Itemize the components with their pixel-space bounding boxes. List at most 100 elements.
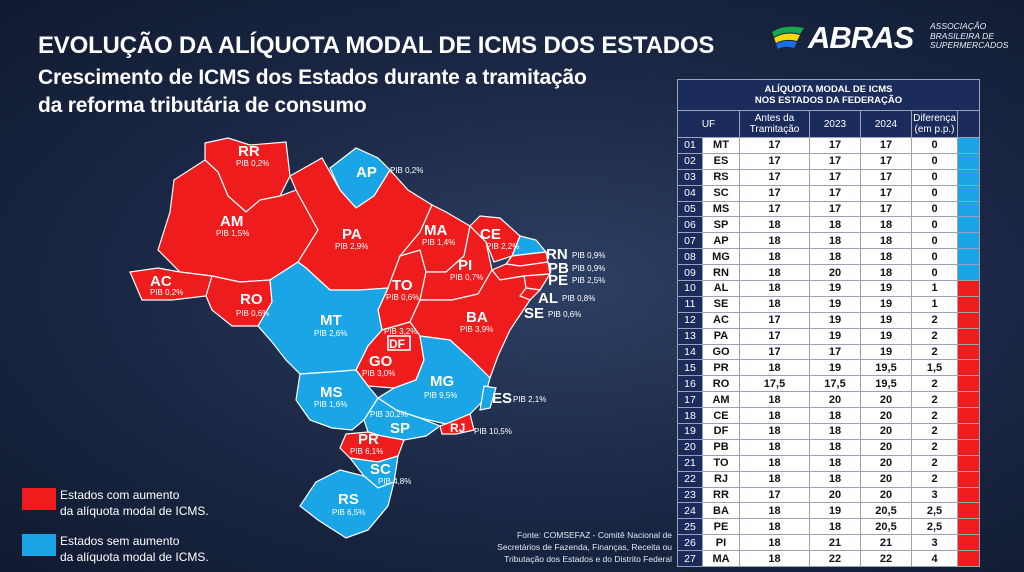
logo-sub-line: ASSOCIAÇÃO	[930, 21, 987, 31]
row-diff: 4	[911, 550, 958, 568]
table-row: 04 SC 17 17 17 0	[677, 184, 980, 202]
row-before: 17	[739, 168, 810, 186]
row-uf: AM	[702, 391, 740, 409]
row-status-bar	[957, 280, 980, 297]
row-2024: 17	[860, 184, 912, 202]
map-label-pib: PIB 3,0%	[362, 369, 395, 378]
row-2023: 19	[809, 502, 861, 520]
map-label-uf: RJ	[450, 421, 465, 435]
row-number: 27	[677, 550, 703, 568]
row-2024: 20	[860, 391, 912, 409]
row-2023: 18	[809, 216, 861, 234]
row-2023: 18	[809, 518, 861, 536]
source-line: Fonte: COMSEFAZ - Comitê Nacional de	[517, 530, 672, 540]
legend-label-no-increase: Estados sem aumento da alíquota modal de…	[60, 533, 209, 565]
map-label-pib: PIB 30,2%	[370, 410, 408, 419]
row-2024: 19	[860, 343, 912, 361]
row-uf: RN	[702, 264, 740, 282]
legend-line: da alíquota modal de ICMS.	[60, 504, 209, 518]
map-label-uf: PI	[458, 257, 472, 274]
row-status-bar	[957, 216, 980, 234]
table-row: 19 DF 18 18 20 2	[677, 423, 980, 440]
row-2023: 19	[809, 280, 861, 297]
row-uf: AL	[702, 280, 740, 297]
row-diff: 2	[911, 343, 958, 361]
map-label-pib: PIB 2,2%	[486, 242, 519, 251]
row-diff: 2	[911, 470, 958, 488]
row-2023: 18	[809, 423, 861, 440]
row-status-bar	[957, 375, 980, 393]
map-label-pib: PIB 2,9%	[335, 242, 368, 251]
map-label-uf: SE	[524, 305, 544, 322]
row-status-bar	[957, 518, 980, 536]
row-diff: 2	[911, 391, 958, 409]
row-status-bar	[957, 295, 980, 313]
row-diff: 2	[911, 375, 958, 393]
row-diff: 2	[911, 423, 958, 440]
logo-sub-line: SUPERMERCADOS	[930, 40, 1009, 50]
row-status-bar	[957, 407, 980, 425]
table-row: 02 ES 17 17 17 0	[677, 152, 980, 170]
row-diff: 0	[911, 200, 958, 218]
map-label-uf: RR	[238, 143, 260, 160]
row-number: 12	[677, 311, 703, 329]
abras-logo-word: ABRAS	[808, 20, 914, 55]
table-row: 05 MS 17 17 17 0	[677, 200, 980, 218]
row-2024: 17	[860, 200, 912, 218]
table-title-line: NOS ESTADOS DA FEDERAÇÃO	[754, 95, 903, 106]
row-before: 18	[739, 295, 810, 313]
map-label-uf: RS	[338, 491, 359, 508]
map-labels: RR PIB 0,2% AP PIB 0,2% AM PIB 1,5% PA P…	[150, 143, 605, 517]
row-number: 19	[677, 423, 703, 440]
row-2023: 17	[809, 137, 861, 154]
row-status-bar	[957, 423, 980, 440]
map-label-uf: PE	[548, 272, 568, 289]
abras-logo-icon	[772, 26, 804, 49]
table-row: 01 MT 17 17 17 0	[677, 137, 980, 154]
legend-line: da alíquota modal de ICMS.	[60, 550, 209, 564]
row-uf: MG	[702, 248, 740, 266]
row-2023: 18	[809, 407, 861, 425]
map-label-pib: PIB 10,5%	[474, 427, 512, 436]
row-2023: 19	[809, 327, 861, 345]
row-diff: 0	[911, 184, 958, 202]
row-number: 13	[677, 327, 703, 345]
row-uf: RJ	[702, 470, 740, 488]
row-number: 22	[677, 470, 703, 488]
row-2024: 19	[860, 327, 912, 345]
row-2024: 17	[860, 152, 912, 170]
header-line: (em p.p.)	[914, 124, 955, 135]
row-diff: 2	[911, 438, 958, 456]
row-before: 18	[739, 470, 810, 488]
map-label-pib: PIB 2,1%	[513, 395, 546, 404]
row-before: 18	[739, 359, 810, 377]
row-2024: 20,5	[860, 502, 912, 520]
table-row: 10 AL 18 19 19 1	[677, 280, 980, 297]
map-label-pib: PIB 0,2%	[150, 288, 183, 297]
row-number: 21	[677, 454, 703, 472]
map-label-uf: AM	[220, 213, 243, 230]
map-label-uf: PA	[342, 226, 362, 243]
row-2023: 17	[809, 184, 861, 202]
row-status-bar	[957, 454, 980, 472]
map-label-uf: SP	[390, 420, 410, 437]
row-diff: 1	[911, 295, 958, 313]
table-title-line: ALÍQUOTA MODAL DE ICMS	[764, 84, 893, 95]
row-number: 11	[677, 295, 703, 313]
row-before: 17	[739, 486, 810, 504]
table-row: 13 PA 17 19 19 2	[677, 327, 980, 345]
column-header-diff: Diferença (em p.p.)	[911, 110, 958, 138]
row-before: 17,5	[739, 375, 810, 393]
header-line: Tramitação	[749, 124, 800, 135]
table-body: 01 MT 17 17 17 0 02 ES 17 17 17 0 03 RS 17 17 17 0 04 SC 17 1…	[677, 137, 980, 568]
table-row: 23 RR 17 20 20 3	[677, 486, 980, 504]
row-before: 17	[739, 327, 810, 345]
row-2024: 18	[860, 248, 912, 266]
table-row: 27 MA 18 22 22 4	[677, 550, 980, 568]
row-diff: 2,5	[911, 518, 958, 536]
map-label-pib: PIB 0,6%	[386, 293, 419, 302]
table-row: 21 TO 18 18 20 2	[677, 454, 980, 472]
row-diff: 2	[911, 407, 958, 425]
row-number: 17	[677, 391, 703, 409]
